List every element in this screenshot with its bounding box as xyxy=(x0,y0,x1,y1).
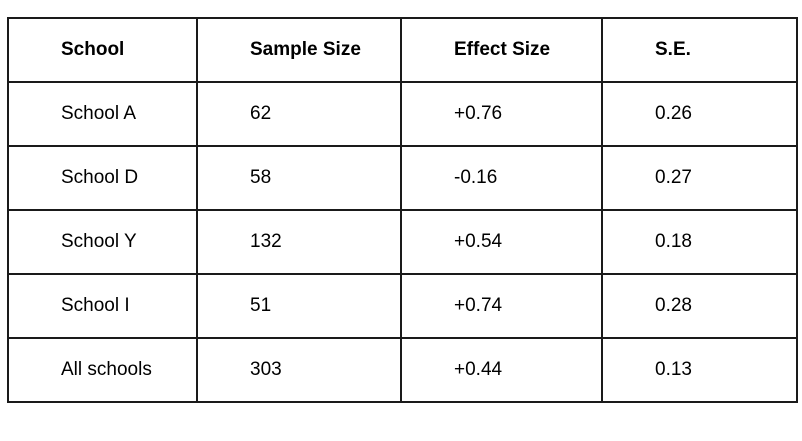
cell-effect-size: +0.74 xyxy=(400,273,603,339)
cell-sample-size: 51 xyxy=(196,273,402,339)
cell-standard-error: 0.18 xyxy=(601,209,798,275)
header-school: School xyxy=(7,17,198,83)
results-table-container: School Sample Size Effect Size S.E. Scho… xyxy=(7,17,798,403)
cell-sample-size: 132 xyxy=(196,209,402,275)
cell-effect-size: -0.16 xyxy=(400,145,603,211)
header-sample-size: Sample Size xyxy=(196,17,402,83)
table-row-total: All schools 303 +0.44 0.13 xyxy=(7,337,798,403)
cell-sample-size: 62 xyxy=(196,81,402,147)
cell-school: School I xyxy=(7,273,198,339)
cell-school: School Y xyxy=(7,209,198,275)
table-row: School A 62 +0.76 0.26 xyxy=(7,81,798,147)
header-effect-size: Effect Size xyxy=(400,17,603,83)
results-table: School Sample Size Effect Size S.E. Scho… xyxy=(7,17,798,403)
cell-standard-error: 0.27 xyxy=(601,145,798,211)
table-row: School D 58 -0.16 0.27 xyxy=(7,145,798,211)
cell-school: School A xyxy=(7,81,198,147)
cell-standard-error: 0.28 xyxy=(601,273,798,339)
cell-effect-size: +0.76 xyxy=(400,81,603,147)
cell-sample-size: 58 xyxy=(196,145,402,211)
cell-school: School D xyxy=(7,145,198,211)
cell-standard-error: 0.13 xyxy=(601,337,798,403)
cell-effect-size: +0.54 xyxy=(400,209,603,275)
table-row: School I 51 +0.74 0.28 xyxy=(7,273,798,339)
cell-sample-size: 303 xyxy=(196,337,402,403)
cell-effect-size: +0.44 xyxy=(400,337,603,403)
cell-school: All schools xyxy=(7,337,198,403)
table-row: School Y 132 +0.54 0.18 xyxy=(7,209,798,275)
cell-standard-error: 0.26 xyxy=(601,81,798,147)
table-header-row: School Sample Size Effect Size S.E. xyxy=(7,17,798,83)
header-standard-error: S.E. xyxy=(601,17,798,83)
